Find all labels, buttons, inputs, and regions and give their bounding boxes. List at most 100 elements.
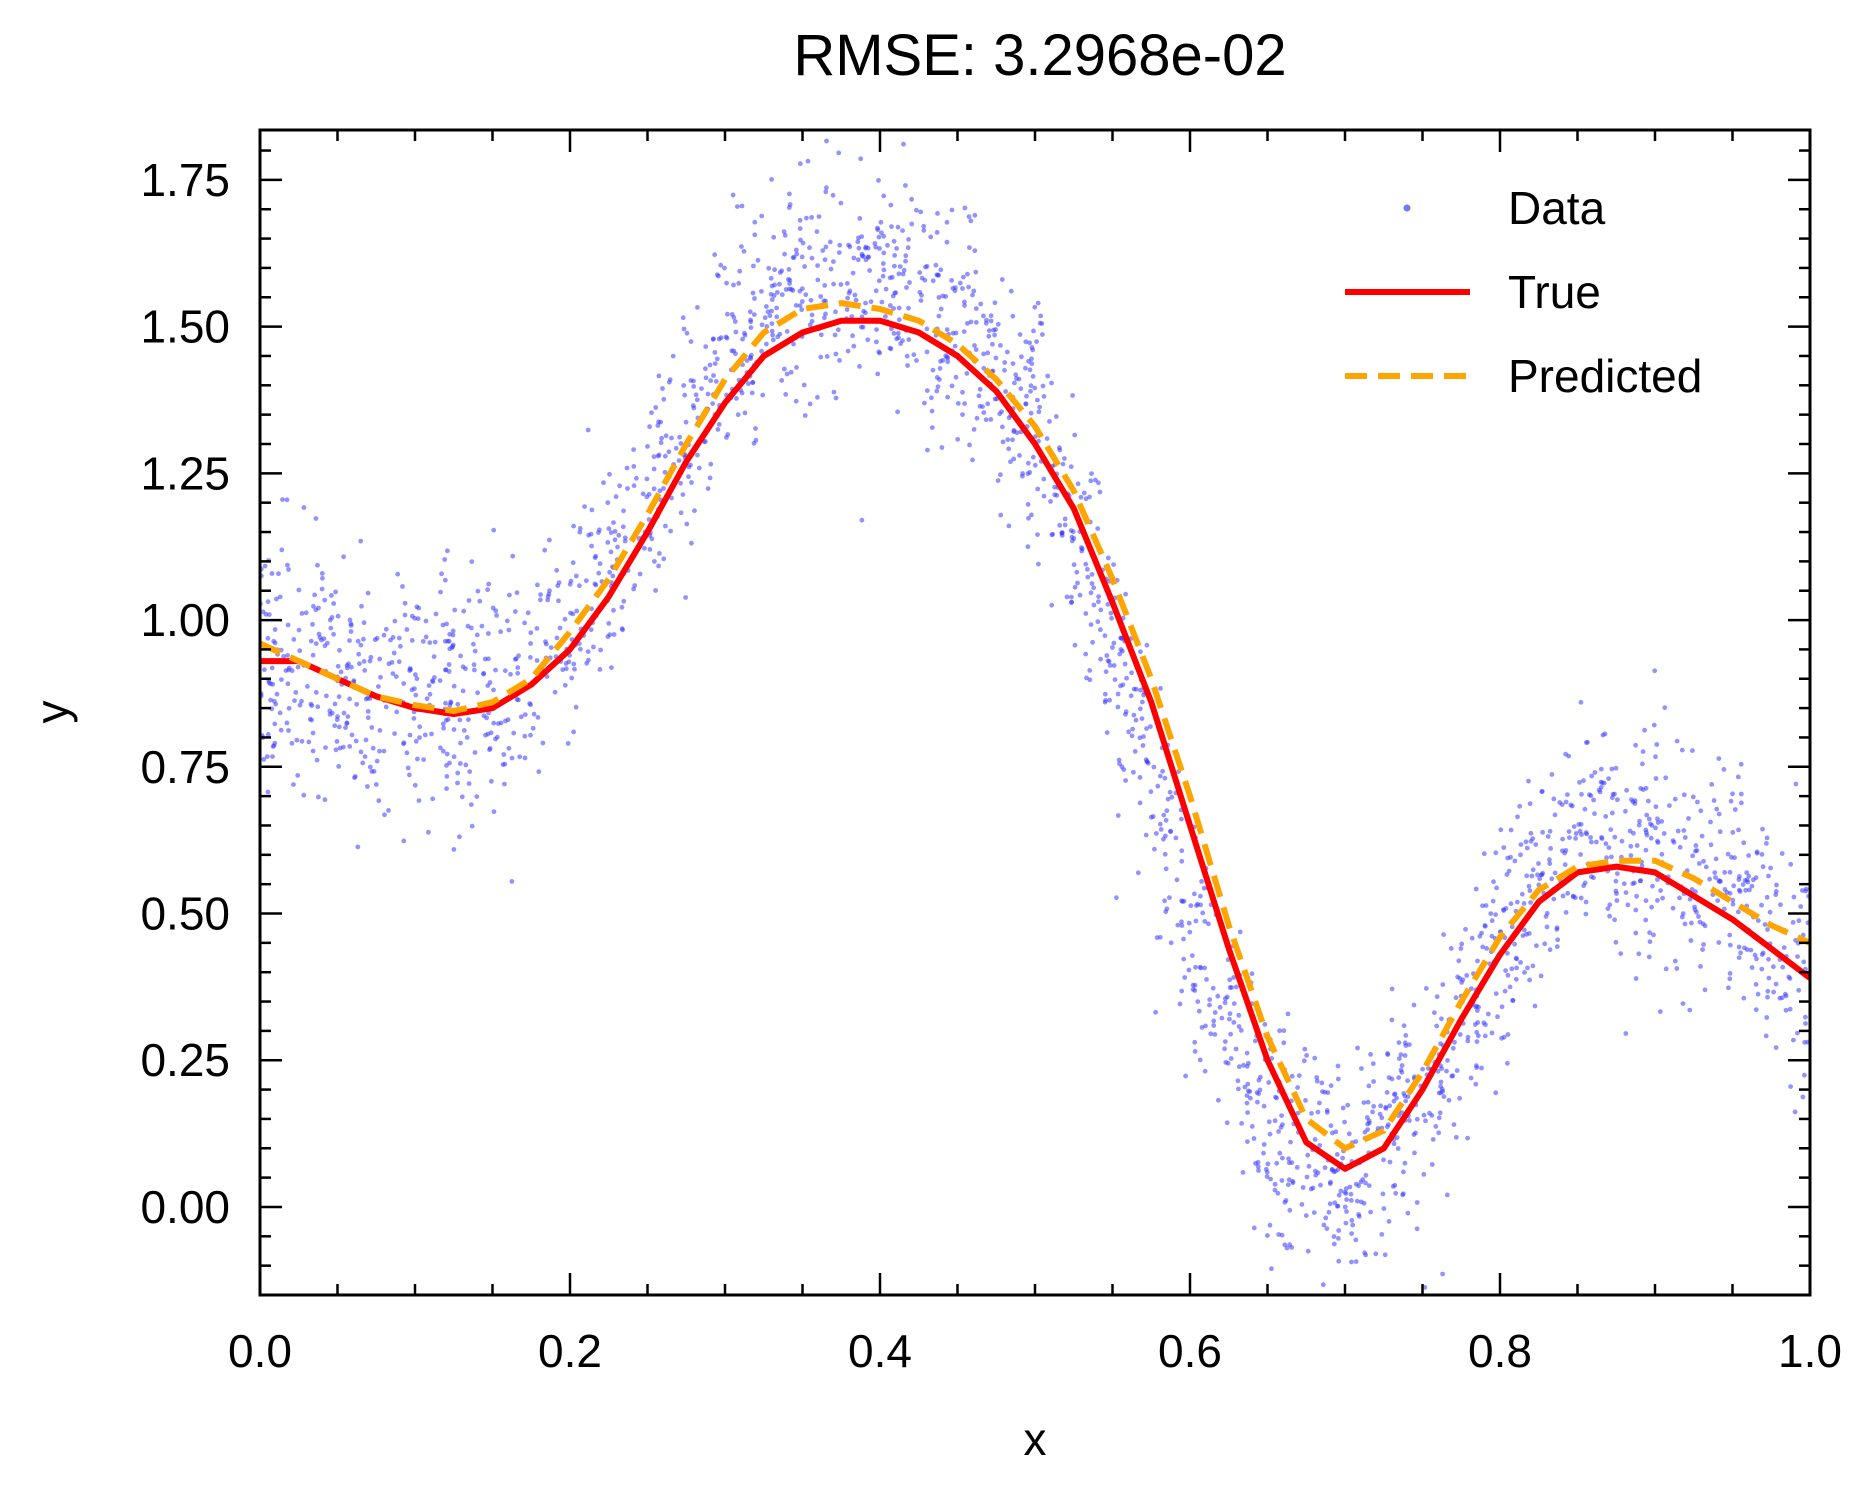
data-point <box>1469 935 1475 941</box>
data-point <box>1796 918 1802 924</box>
data-point <box>1773 1045 1779 1050</box>
data-point <box>1057 522 1063 528</box>
data-point <box>506 627 512 633</box>
data-point <box>535 715 541 720</box>
data-point <box>737 268 743 274</box>
data-point <box>644 476 650 482</box>
data-point <box>1308 1186 1314 1192</box>
data-point <box>995 321 1001 327</box>
data-point <box>361 620 367 626</box>
data-point <box>1560 848 1565 854</box>
data-point <box>1381 1318 1386 1323</box>
data-point <box>837 242 843 248</box>
data-point <box>656 452 662 458</box>
data-point <box>621 508 626 514</box>
data-point <box>708 378 714 383</box>
data-point <box>1177 1001 1183 1007</box>
data-point <box>1528 900 1533 905</box>
data-point <box>1603 841 1609 847</box>
data-point <box>528 655 533 660</box>
data-point <box>752 232 758 238</box>
data-point <box>439 571 444 577</box>
data-point <box>448 700 454 706</box>
data-point <box>647 424 652 430</box>
data-point <box>1629 797 1634 802</box>
data-point <box>1779 851 1785 856</box>
data-point <box>1387 1103 1393 1109</box>
data-point <box>809 215 814 220</box>
data-point <box>842 93 847 98</box>
data-point <box>1160 768 1165 774</box>
data-point <box>981 410 987 415</box>
data-point <box>746 381 751 387</box>
data-point <box>1002 360 1008 365</box>
data-point <box>1314 1075 1320 1080</box>
data-point <box>1373 1251 1379 1257</box>
data-point <box>1552 812 1558 818</box>
data-point <box>483 732 488 738</box>
data-point <box>474 794 480 799</box>
data-point <box>514 697 520 702</box>
data-point <box>1727 976 1733 982</box>
data-point <box>1223 996 1228 1001</box>
data-point <box>1701 858 1706 864</box>
data-point <box>1651 722 1657 728</box>
data-point <box>1368 1209 1373 1215</box>
data-point <box>1062 456 1067 461</box>
data-point <box>1581 778 1586 783</box>
data-point <box>301 505 307 510</box>
data-point <box>1117 761 1122 767</box>
data-point <box>1753 1007 1759 1013</box>
data-point <box>359 603 364 609</box>
data-point <box>944 219 950 225</box>
data-point <box>264 754 270 759</box>
data-point <box>1621 881 1627 887</box>
data-point <box>1104 730 1110 735</box>
data-point <box>680 315 686 321</box>
data-point <box>1018 386 1024 391</box>
data-point <box>691 384 697 389</box>
data-point <box>501 752 507 757</box>
data-point <box>1120 682 1126 688</box>
data-point <box>1179 858 1185 864</box>
data-point <box>688 462 693 468</box>
data-point <box>1370 1061 1376 1067</box>
data-point <box>280 497 285 502</box>
data-point <box>1024 393 1029 399</box>
data-point <box>1192 1039 1198 1045</box>
data-point <box>1529 873 1535 879</box>
data-point <box>1577 780 1582 785</box>
data-point <box>787 202 793 207</box>
data-point <box>659 435 664 441</box>
data-point <box>1773 981 1779 987</box>
data-point <box>572 666 577 672</box>
data-point <box>1674 966 1680 971</box>
data-point <box>1395 1146 1401 1151</box>
data-point <box>962 205 968 211</box>
data-point <box>881 233 887 239</box>
data-point <box>1151 764 1157 770</box>
data-point <box>616 532 622 538</box>
data-point <box>945 394 950 400</box>
data-point <box>1660 895 1665 901</box>
data-point <box>1474 1029 1480 1035</box>
data-point <box>1052 492 1058 498</box>
data-point <box>1680 1001 1686 1006</box>
data-point <box>514 590 520 596</box>
data-point <box>1335 1203 1341 1209</box>
data-point <box>1393 1190 1399 1196</box>
data-point <box>1690 748 1695 753</box>
data-point <box>1506 868 1512 874</box>
data-point <box>535 582 540 588</box>
data-point <box>1070 393 1075 398</box>
data-scatter-points <box>260 93 1810 1323</box>
data-point <box>771 234 777 240</box>
data-point <box>1563 751 1568 757</box>
data-point <box>446 662 452 667</box>
data-point <box>1098 627 1103 633</box>
data-point <box>1272 1187 1278 1193</box>
data-point <box>1026 515 1031 521</box>
data-point <box>799 299 805 304</box>
data-point <box>1278 1124 1284 1130</box>
data-point <box>606 621 612 626</box>
